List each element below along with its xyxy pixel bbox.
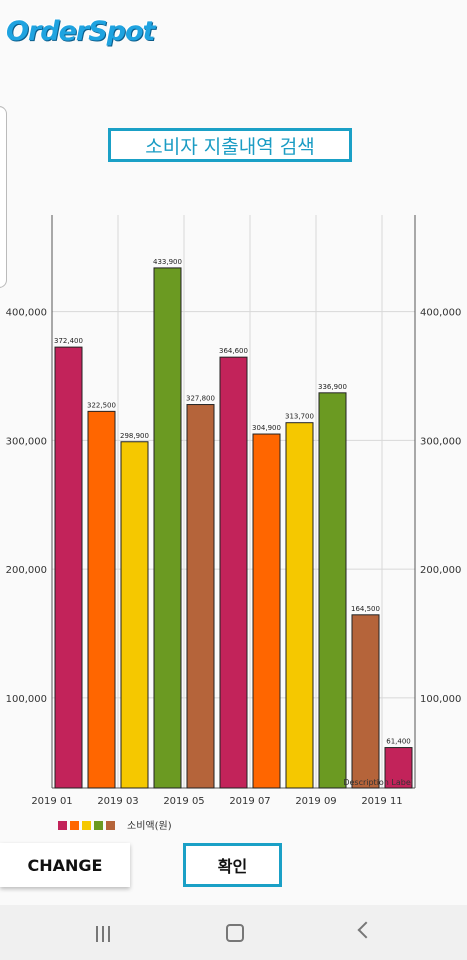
- recent-apps-icon[interactable]: [96, 926, 114, 946]
- x-tick-label: 2019 11: [361, 796, 402, 807]
- system-navigation-bar: [0, 905, 467, 960]
- legend-swatch: [94, 821, 103, 830]
- legend-swatches: [58, 815, 118, 834]
- bar: [120, 441, 149, 789]
- bar: [252, 433, 281, 789]
- legend-swatch: [82, 821, 91, 830]
- bar: [285, 422, 314, 789]
- bar: [318, 392, 347, 789]
- bar-value-label: 298,900: [120, 432, 149, 440]
- bar-value-label: 304,900: [252, 424, 281, 432]
- y-tick-label-left: 200,000: [6, 565, 47, 576]
- app-logo: OrderSpot: [6, 16, 155, 47]
- bar-value-label: 61,400: [386, 738, 411, 746]
- x-tick-label: 2019 05: [163, 796, 204, 807]
- bar-value-label: 433,900: [153, 258, 182, 266]
- bar-value-label: 322,500: [87, 401, 116, 409]
- chart-legend: 소비액(원): [58, 815, 172, 834]
- confirm-button[interactable]: 확인: [183, 843, 282, 887]
- legend-swatch: [58, 821, 67, 830]
- bar-value-label: 164,500: [351, 605, 380, 613]
- bar: [186, 404, 215, 789]
- home-icon[interactable]: [226, 924, 244, 942]
- bar-value-label: 372,400: [54, 337, 83, 345]
- bar: [384, 747, 413, 789]
- chart-description-label: Description Label: [343, 778, 413, 787]
- y-tick-label-right: 100,000: [420, 694, 461, 705]
- change-button[interactable]: CHANGE: [0, 843, 130, 887]
- x-tick-label: 2019 01: [31, 796, 72, 807]
- bar: [54, 346, 83, 789]
- x-tick-label: 2019 09: [295, 796, 336, 807]
- page-title-text: 소비자 지출내역 검색: [145, 135, 315, 158]
- y-tick-label-left: 100,000: [6, 694, 47, 705]
- x-tick-label: 2019 03: [97, 796, 138, 807]
- legend-swatch: [70, 821, 79, 830]
- legend-label: 소비액(원): [127, 821, 172, 832]
- page-title: 소비자 지출내역 검색: [108, 128, 352, 162]
- x-tick-label: 2019 07: [229, 796, 270, 807]
- bar: [153, 267, 182, 789]
- bar-value-label: 336,900: [318, 383, 347, 391]
- bar-value-label: 313,700: [285, 413, 314, 421]
- spending-bar-chart: 100,000 100,000 200,000 200,000 300,000 300,0…: [6, 215, 461, 807]
- y-tick-label-right: 200,000: [420, 565, 461, 576]
- bar-value-label: 364,600: [219, 347, 248, 355]
- bar: [219, 356, 248, 789]
- y-tick-label-right: 300,000: [420, 436, 461, 447]
- bar: [351, 614, 380, 789]
- legend-swatch: [106, 821, 115, 830]
- y-tick-label-right: 400,000: [420, 308, 461, 319]
- y-tick-label-left: 400,000: [6, 308, 47, 319]
- y-tick-label-left: 300,000: [6, 436, 47, 447]
- bar: [87, 410, 116, 789]
- bar-value-label: 327,800: [186, 395, 215, 403]
